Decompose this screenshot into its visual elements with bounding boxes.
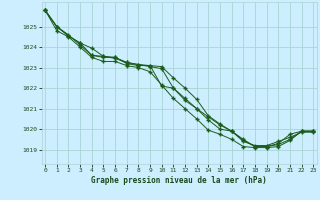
X-axis label: Graphe pression niveau de la mer (hPa): Graphe pression niveau de la mer (hPa) (91, 176, 267, 185)
